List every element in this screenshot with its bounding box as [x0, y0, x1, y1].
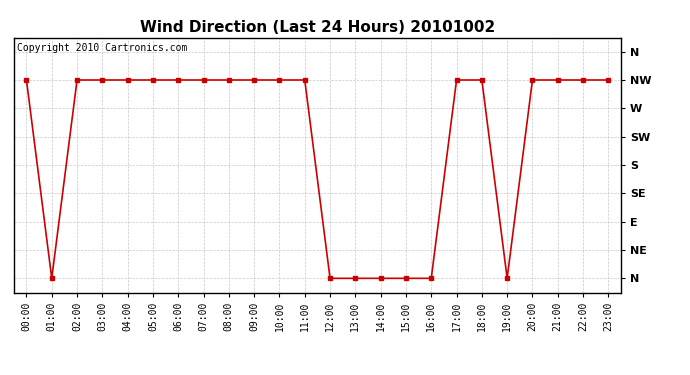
Text: Copyright 2010 Cartronics.com: Copyright 2010 Cartronics.com — [17, 43, 187, 52]
Title: Wind Direction (Last 24 Hours) 20101002: Wind Direction (Last 24 Hours) 20101002 — [140, 20, 495, 35]
